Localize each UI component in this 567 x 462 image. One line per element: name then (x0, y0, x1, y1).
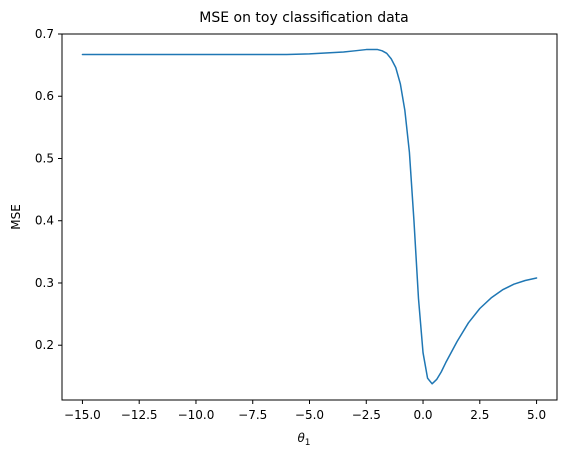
series-line-0 (81, 48, 538, 385)
x-axis-label-base: θ (297, 431, 305, 445)
x-axis-label-subscript: 1 (305, 438, 311, 448)
axes-frame (61, 33, 558, 401)
x-axis-ticks: −15.0 −12.5 −10.0 −7.5 −5.0 −2.5 0.0 2.5 5.0 (64, 400, 546, 422)
x-tick-label-8: 5.0 (527, 408, 546, 422)
x-tick-label-5: −2.5 (352, 408, 381, 422)
chart-title: MSE on toy classification data (199, 10, 408, 26)
y-tick-label-5: 0.7 (35, 27, 54, 41)
y-tick-label-4: 0.6 (35, 89, 54, 103)
y-tick-label-2: 0.4 (35, 214, 54, 228)
x-tick-label-2: −10.0 (178, 408, 215, 422)
x-tick-label-3: −7.5 (238, 408, 267, 422)
plot-area (81, 48, 538, 385)
x-tick-label-6: 0.0 (413, 408, 432, 422)
x-axis-label: θ1 (297, 431, 310, 448)
x-tick-label-7: 2.5 (470, 408, 489, 422)
x-tick-label-4: −5.0 (295, 408, 324, 422)
y-tick-label-1: 0.3 (35, 276, 54, 290)
y-tick-label-0: 0.2 (35, 338, 54, 352)
y-axis-label: MSE (9, 204, 23, 230)
x-tick-label-1: −12.5 (121, 408, 158, 422)
y-axis-ticks: 0.2 0.3 0.4 0.5 0.6 0.7 (35, 27, 62, 352)
x-tick-label-0: −15.0 (64, 408, 101, 422)
y-tick-label-3: 0.5 (35, 151, 54, 165)
